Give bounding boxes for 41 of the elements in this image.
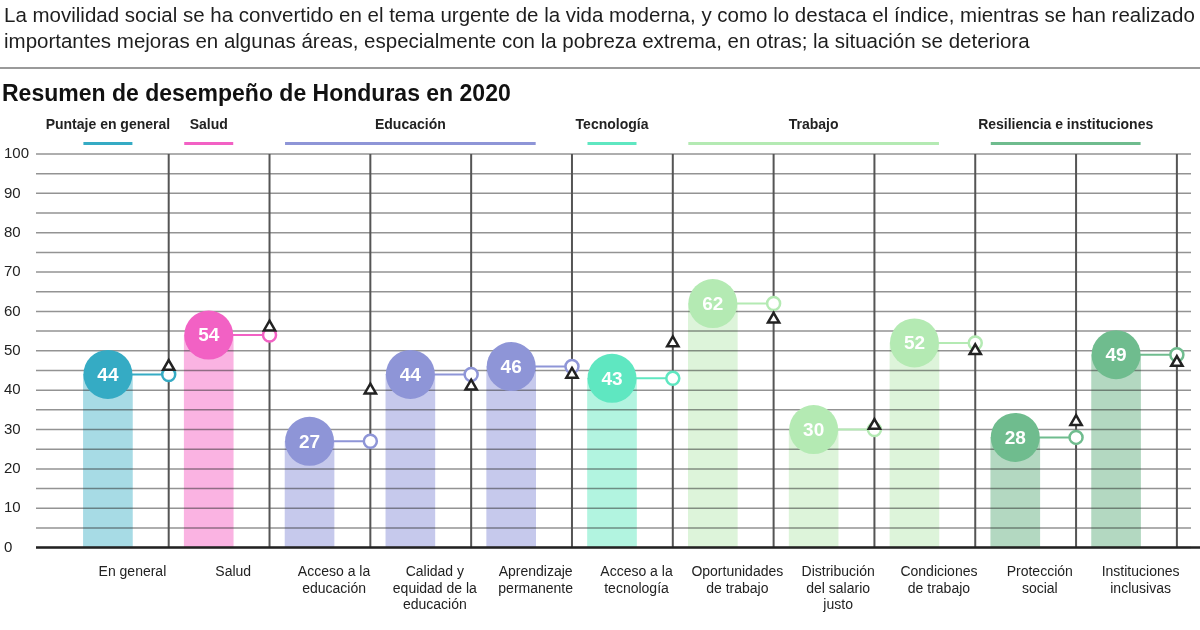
x-tick-label: En general [98,562,167,579]
data-label: 46 [500,355,522,377]
x-tick-label: Oportunidades de trabajo [691,562,784,596]
x-tick-label: Distribución del salario justo [801,562,875,613]
y-tick-label: 20 [4,459,21,477]
y-tick-label: 90 [4,183,21,201]
data-label: 49 [1105,343,1127,365]
x-tick-label: Condiciones de trabajo [900,562,978,596]
y-tick-label: 80 [4,222,21,240]
y-tick-label: 100 [4,144,30,162]
text: Trabajo [788,115,839,132]
x-tick-label: Acceso a la tecnología [600,562,673,596]
data-label: 27 [298,430,321,452]
text: Salud [189,115,228,132]
data-label: 54 [198,324,220,346]
y-tick-label: 30 [4,419,21,437]
y-tick-label: 60 [4,301,21,319]
y-tick-label: 0 [4,537,13,555]
data-label: 52 [903,332,926,354]
y-tick-label: 70 [4,262,21,280]
data-label: 28 [1004,426,1026,448]
x-tick-label: Acceso a la educación [297,562,371,596]
data-label: 30 [803,418,825,440]
data-label: 62 [702,292,724,314]
y-tick-label: 40 [4,380,21,398]
chart-subtitle: La movilidad social se ha convertido en el tema urgente de la vida moderna, y como lo destaca el índice, mientras se han realizado importantes mejoras en algunas áreas, especialmente con la pobreza extrema, en otras; la situación se deteriora [4,2,1196,54]
y-tick-label: 50 [4,340,21,358]
text: Resiliencia e instituciones [978,115,1154,132]
data-label: 43 [601,367,623,389]
x-tick-label: Salud [215,562,252,579]
x-tick-label: Aprendizaje permanente [498,562,574,596]
data-label: 44 [97,363,119,385]
y-tick-label: 10 [4,498,21,516]
text: Puntaje en general [45,115,171,132]
data-label: 44 [399,363,422,385]
text: Educación [374,115,446,132]
x-tick-label: Calidad y equidad de la educación [392,562,478,613]
x-tick-label: Protección social [1006,562,1073,596]
chart-title: Resumen de desempeño de Honduras en 2020 [2,79,511,107]
text: Tecnología [575,115,649,132]
x-tick-label: Instituciones inclusivas [1101,562,1180,596]
